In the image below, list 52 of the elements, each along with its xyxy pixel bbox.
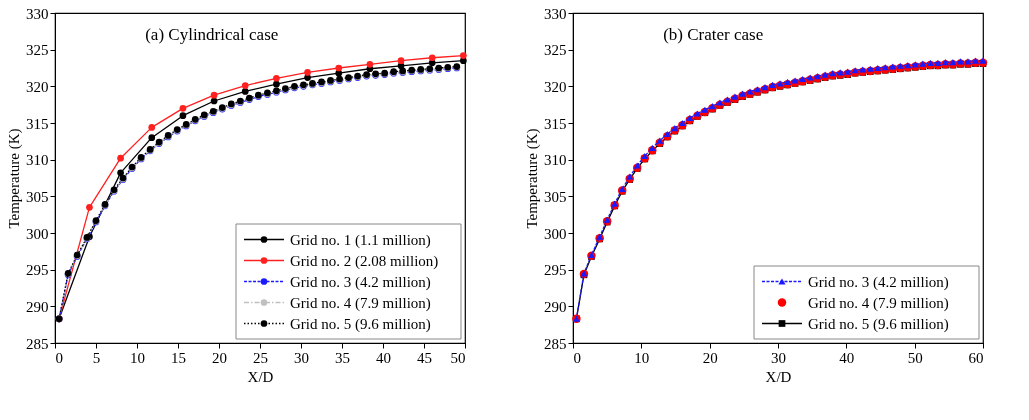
x-axis-title: X/D xyxy=(247,368,274,385)
legend-label: Grid no. 2 (2.08 million) xyxy=(290,252,439,270)
x-tick-label: 50 xyxy=(450,349,466,366)
x-tick-label: 20 xyxy=(212,349,227,366)
x-tick-label: 60 xyxy=(968,349,984,366)
x-tick-label: 0 xyxy=(573,349,581,366)
y-tick-label: 290 xyxy=(26,298,49,315)
y-tick-label: 310 xyxy=(26,152,49,169)
y-tick-label: 320 xyxy=(544,78,567,95)
legend-label: Grid no. 4 (7.9 million) xyxy=(808,294,949,312)
x-tick-label: 35 xyxy=(335,349,350,366)
x-tick-label: 5 xyxy=(92,349,101,366)
y-tick-label: 330 xyxy=(544,5,567,22)
x-tick-label: 10 xyxy=(130,349,145,366)
x-tick-label: 25 xyxy=(253,349,268,366)
y-axis-title: Temperature (K) xyxy=(524,128,541,229)
y-axis-title: Temperature (K) xyxy=(6,128,23,229)
y-tick-label: 305 xyxy=(544,188,567,205)
y-tick-label: 290 xyxy=(544,298,567,315)
y-tick-label: 300 xyxy=(544,225,567,242)
y-tick-label: 295 xyxy=(544,262,567,279)
legend-label: Grid no. 3 (4.2 million) xyxy=(808,273,949,291)
x-tick-label: 40 xyxy=(376,349,391,366)
x-tick-label: 30 xyxy=(294,349,309,366)
x-tick-label: 50 xyxy=(907,349,923,366)
y-tick-label: 295 xyxy=(26,262,49,279)
x-tick-label: 45 xyxy=(417,349,432,366)
y-tick-label: 300 xyxy=(26,225,49,242)
text: (b) Crater case xyxy=(663,25,764,44)
y-tick-label: 315 xyxy=(544,115,567,132)
y-tick-label: 325 xyxy=(544,42,567,59)
y-tick-label: 325 xyxy=(26,42,49,59)
y-tick-label: 310 xyxy=(544,152,567,169)
x-tick-label: 10 xyxy=(634,349,650,366)
x-tick-label: 40 xyxy=(839,349,855,366)
y-tick-label: 330 xyxy=(26,5,49,22)
y-tick-label: 305 xyxy=(26,188,49,205)
legend-label: Grid no. 5 (9.6 million) xyxy=(290,315,431,333)
x-tick-label: 30 xyxy=(771,349,786,366)
y-tick-label: 285 xyxy=(26,335,49,352)
legend-label: Grid no. 1 (1.1 million) xyxy=(290,231,431,249)
x-axis-title: X/D xyxy=(765,368,792,385)
y-tick-label: 315 xyxy=(26,115,49,132)
x-tick-label: 0 xyxy=(55,349,63,366)
x-tick-label: 15 xyxy=(171,349,186,366)
text: (a) Cylindrical case xyxy=(145,25,279,44)
legend-label: Grid no. 5 (9.6 million) xyxy=(808,315,949,333)
legend-label: Grid no. 3 (4.2 million) xyxy=(290,273,431,291)
y-tick-label: 285 xyxy=(544,335,567,352)
x-tick-label: 20 xyxy=(702,349,718,366)
legend-label: Grid no. 4 (7.9 million) xyxy=(290,294,431,312)
y-tick-label: 320 xyxy=(26,78,49,95)
